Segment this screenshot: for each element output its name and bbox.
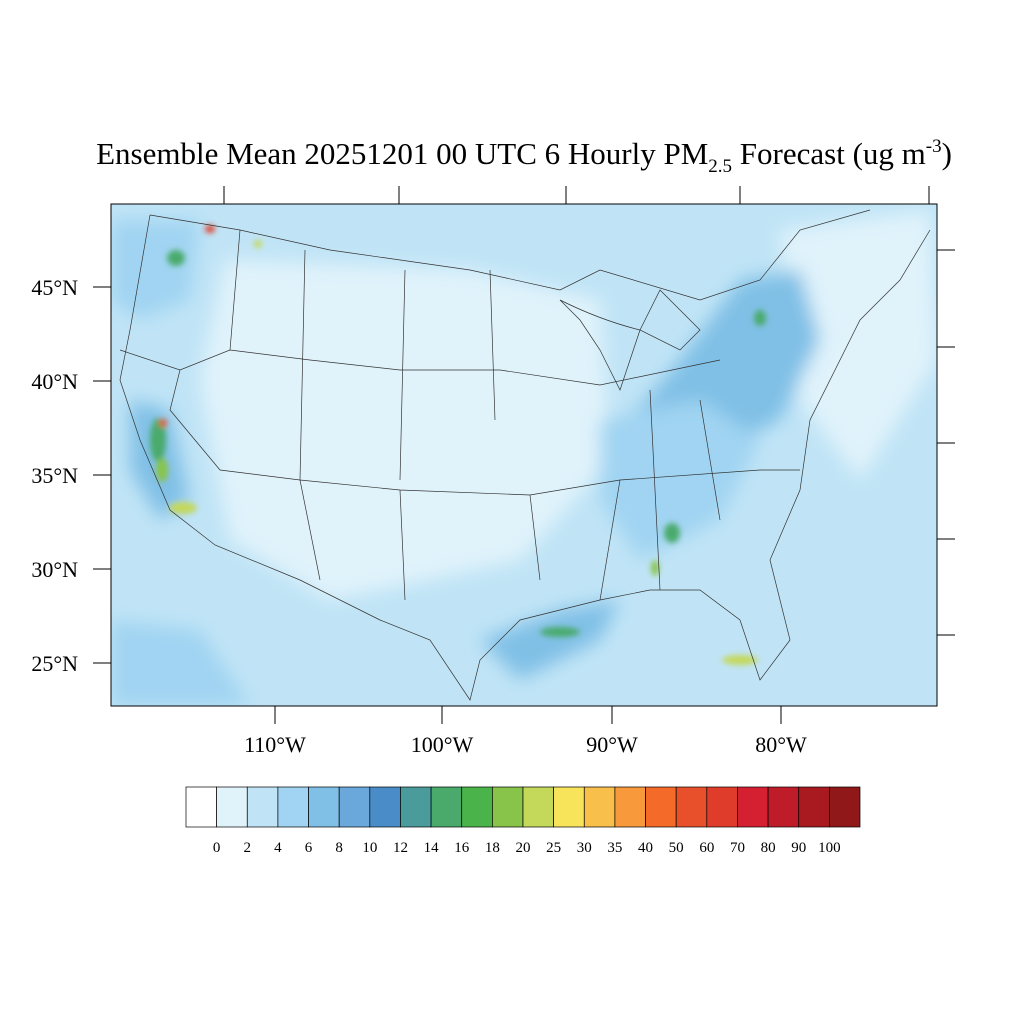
colorbar-label: 25	[546, 840, 561, 856]
colorbar-label: 8	[335, 840, 343, 856]
colorbar-box	[308, 786, 340, 828]
colorbar-label: 6	[305, 840, 313, 856]
title-subscript: 2.5	[708, 156, 732, 177]
colorbar-box	[338, 786, 371, 828]
colorbar-label: 70	[730, 840, 745, 856]
colorbar-label: 20	[516, 840, 531, 856]
colorbar-label: 50	[669, 840, 684, 856]
colorbar-box	[461, 786, 493, 828]
colorbar-label: 18	[485, 840, 500, 856]
lat-label: 40°N	[31, 369, 78, 394]
colorbar-label: 14	[424, 840, 440, 856]
colorbar-box	[675, 786, 708, 828]
lon-label: 90°W	[586, 732, 638, 757]
colorbar-box	[645, 786, 677, 828]
colorbar-label: 4	[274, 840, 282, 856]
axis-labels: 45°N 40°N 35°N 30°N 25°N 110°W 100°W 90°W 80°W	[31, 275, 807, 757]
colorbar-label: 40	[638, 840, 653, 856]
colorbar-label: 16	[454, 840, 470, 856]
title-end: )	[942, 136, 952, 171]
colorbar-box	[400, 786, 432, 828]
map-field	[111, 204, 937, 706]
colorbar-label: 12	[393, 840, 408, 856]
colorbar-label: 10	[362, 840, 377, 856]
colorbar-box	[246, 786, 279, 828]
axis-ticks	[223, 186, 955, 636]
lat-label: 30°N	[31, 557, 78, 582]
colorbar-label: 100	[818, 840, 841, 856]
lon-label: 100°W	[411, 732, 474, 757]
colorbar-box	[492, 786, 524, 828]
colorbar-label: 0	[213, 840, 221, 856]
colorbar-label: 80	[761, 840, 776, 856]
map-frame	[110, 203, 938, 707]
title-main: Ensemble Mean 20251201 00 UTC 6 Hourly P…	[96, 136, 708, 171]
colorbar-box	[583, 786, 616, 828]
colorbar: 0 2 4 6 8 10 12 14 16 18 20 25 30 35 40 50 60 70 80 90 100	[185, 786, 861, 856]
lat-label: 25°N	[31, 651, 78, 676]
colorbar-label: 35	[607, 840, 622, 856]
colorbar-box	[767, 786, 800, 828]
colorbar-label: 2	[244, 840, 252, 856]
colorbar-label: 30	[577, 840, 592, 856]
colorbar-box	[430, 786, 463, 828]
colorbar-box	[522, 786, 554, 828]
lat-label: 35°N	[31, 463, 78, 488]
title: Ensemble Mean 20251201 00 UTC 6 Hourly P…	[96, 136, 952, 177]
colorbar-box	[277, 786, 309, 828]
colorbar-box	[553, 786, 585, 828]
colorbar-box	[829, 786, 861, 828]
title-superscript: -3	[926, 136, 942, 157]
lon-label: 110°W	[244, 732, 306, 757]
colorbar-box	[614, 786, 646, 828]
lon-label: 80°W	[755, 732, 807, 757]
colorbar-box	[216, 786, 248, 828]
colorbar-box	[798, 786, 830, 828]
colorbar-box	[185, 786, 217, 828]
colorbar-label: 60	[699, 840, 714, 856]
colorbar-box	[369, 786, 401, 828]
colorbar-box	[737, 786, 769, 828]
lat-label: 45°N	[31, 275, 78, 300]
colorbar-box	[706, 786, 738, 828]
title-rest: Forecast (ug m	[732, 136, 926, 171]
colorbar-label: 90	[791, 840, 806, 856]
